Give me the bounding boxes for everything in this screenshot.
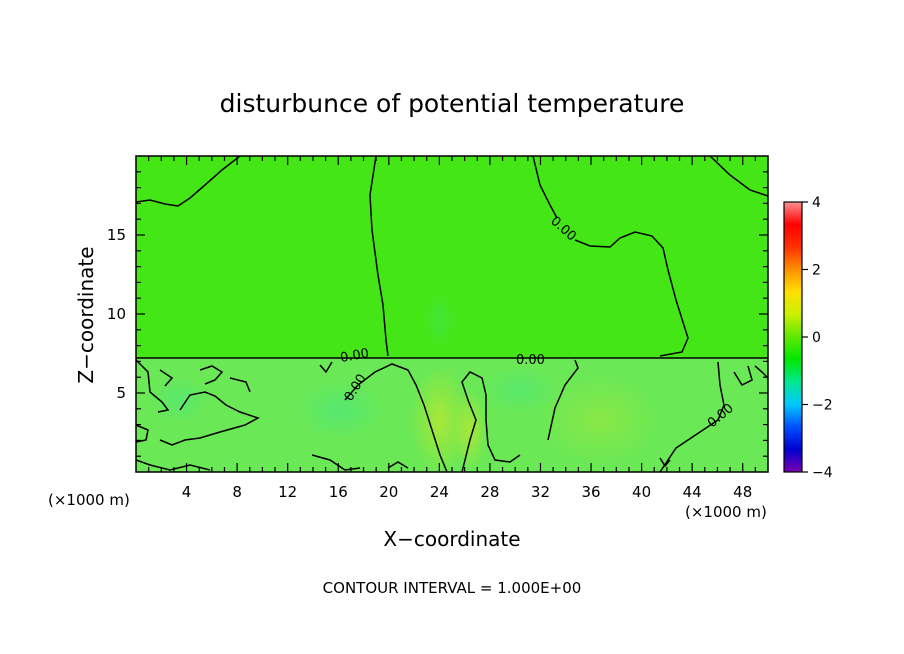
y-tick-label: 5	[116, 384, 126, 402]
contour-line	[369, 156, 389, 357]
x-tick-label: 40	[632, 483, 651, 501]
contour-line	[547, 359, 579, 441]
shading-patch	[295, 380, 385, 440]
contour-line	[754, 365, 768, 379]
contour-line	[159, 369, 174, 387]
contour-label: 0.00	[339, 346, 370, 366]
shading-patch	[452, 390, 488, 470]
contour-lines	[136, 156, 768, 472]
colorbar-tick-label: −4	[812, 465, 833, 481]
shading-patch	[422, 290, 458, 350]
x-axis: 4 8 12 16 20 24 28 32 36 40 44 48	[148, 156, 756, 501]
x-tick-label: 20	[379, 483, 398, 501]
colorbar-tick-label: 0	[812, 330, 821, 346]
filled-field	[136, 156, 768, 472]
colorbar	[783, 201, 803, 473]
x-tick-label: 28	[480, 483, 499, 501]
shading-patch	[540, 375, 660, 465]
contour-line	[319, 361, 333, 374]
contour-line	[344, 363, 448, 472]
x-tick-label: 44	[683, 483, 702, 501]
contour-line	[733, 365, 753, 386]
contour-line	[199, 365, 224, 385]
contour-interval-note: CONTOUR INTERVAL = 1.000E+00	[323, 579, 582, 597]
colorbar-ticks: 4 2 0 −2 −4	[802, 195, 833, 481]
x-tick-label: 12	[278, 483, 297, 501]
x-tick-label: 8	[232, 483, 242, 501]
contour-line	[659, 457, 671, 468]
x-tick-label: 4	[182, 483, 192, 501]
contour-line	[709, 156, 768, 197]
x-tick-label: 32	[531, 483, 550, 501]
x-unit-right: (×1000 m)	[685, 503, 767, 521]
contour-line	[532, 156, 558, 219]
contour-line	[229, 377, 251, 393]
x-axis-label: X−coordinate	[383, 527, 520, 551]
contour-line	[136, 156, 241, 207]
y-axis: 5 10 15	[107, 171, 768, 457]
y-tick-label: 10	[107, 305, 126, 323]
x-tick-label: 24	[430, 483, 449, 501]
colorbar-tick-label: 2	[812, 263, 821, 279]
contour-line	[311, 454, 361, 471]
contour-line	[136, 359, 170, 413]
contour-line	[461, 371, 521, 472]
contour-line	[659, 361, 725, 472]
contour-line	[159, 391, 260, 446]
x-tick-label: 48	[733, 483, 752, 501]
contour-label: 0.00	[516, 353, 545, 368]
contour-line	[387, 461, 409, 469]
colorbar-tick-label: 4	[812, 195, 821, 211]
y-tick-label: 15	[107, 226, 126, 244]
colorbar-tick-label: −2	[812, 398, 833, 414]
y-axis-label: Z−coordinate	[74, 246, 98, 383]
contour-line	[574, 231, 689, 357]
shading-patch	[150, 375, 210, 425]
shading-patch	[480, 365, 560, 415]
contour-line	[136, 459, 211, 471]
x-unit-left: (×1000 m)	[48, 491, 130, 509]
x-tick-label: 36	[581, 483, 600, 501]
chart-title: disturbunce of potential temperature	[220, 89, 685, 118]
x-tick-label: 16	[329, 483, 348, 501]
